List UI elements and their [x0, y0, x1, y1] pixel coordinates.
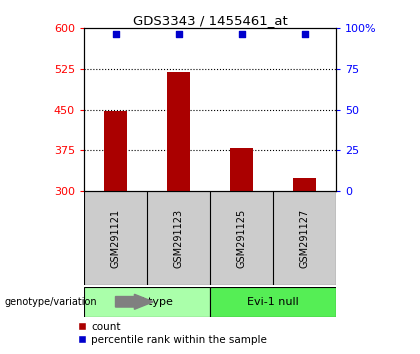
FancyBboxPatch shape: [84, 287, 210, 317]
Title: GDS3343 / 1455461_at: GDS3343 / 1455461_at: [133, 14, 287, 27]
Text: Evi-1 null: Evi-1 null: [247, 297, 299, 307]
Text: GSM291127: GSM291127: [299, 209, 310, 268]
Text: GSM291121: GSM291121: [110, 209, 121, 268]
Bar: [294, 178, 315, 191]
Point: [175, 31, 182, 36]
Point: [238, 31, 245, 36]
FancyBboxPatch shape: [210, 287, 336, 317]
Legend: count, percentile rank within the sample: count, percentile rank within the sample: [72, 317, 271, 349]
Text: GSM291125: GSM291125: [236, 209, 247, 268]
Bar: [105, 112, 126, 191]
Bar: [231, 148, 252, 191]
Point: [112, 31, 119, 36]
Text: GSM291123: GSM291123: [173, 209, 184, 268]
FancyArrow shape: [116, 294, 153, 309]
Text: genotype/variation: genotype/variation: [4, 297, 97, 307]
Bar: [168, 72, 189, 191]
FancyBboxPatch shape: [84, 191, 336, 285]
Text: wild type: wild type: [121, 297, 173, 307]
Point: [301, 31, 308, 36]
